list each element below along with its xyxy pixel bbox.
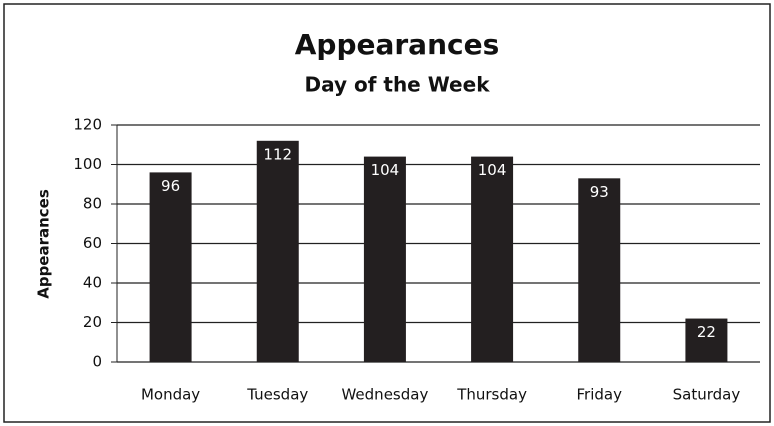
y-tick-label: 100 bbox=[73, 155, 102, 173]
x-tick-label: Wednesday bbox=[341, 386, 428, 404]
data-label: 22 bbox=[697, 323, 716, 341]
data-label: 93 bbox=[590, 183, 609, 201]
bar bbox=[685, 318, 728, 362]
y-tick-label: 40 bbox=[83, 274, 102, 292]
x-tick-label: Thursday bbox=[456, 386, 527, 404]
chart-title: Appearances bbox=[295, 28, 500, 61]
data-label: 104 bbox=[371, 161, 400, 179]
x-tick-label: Monday bbox=[141, 386, 200, 404]
x-tick-label: Tuesday bbox=[246, 386, 308, 404]
x-tick-label: Friday bbox=[577, 386, 623, 404]
bar bbox=[471, 156, 514, 362]
y-tick-label: 0 bbox=[92, 353, 102, 371]
data-label: 96 bbox=[161, 177, 180, 195]
bar bbox=[256, 140, 299, 362]
y-tick-label: 60 bbox=[83, 234, 102, 252]
y-tick-label: 120 bbox=[73, 116, 102, 134]
x-tick-label: Saturday bbox=[673, 386, 741, 404]
data-label: 112 bbox=[263, 145, 292, 163]
bar bbox=[149, 172, 192, 362]
bar bbox=[578, 178, 621, 362]
y-tick-label: 80 bbox=[83, 195, 102, 213]
y-axis-label: Appearances bbox=[35, 189, 53, 299]
bar bbox=[363, 156, 406, 362]
data-label: 104 bbox=[478, 161, 507, 179]
y-tick-label: 20 bbox=[83, 313, 102, 331]
chart-subtitle: Day of the Week bbox=[305, 73, 491, 97]
